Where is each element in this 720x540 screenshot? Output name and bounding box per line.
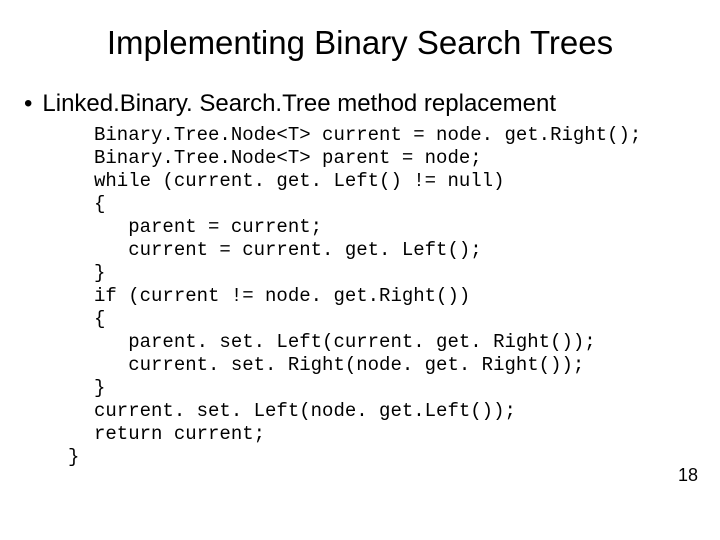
bullet-row: • Linked.Binary. Search.Tree method repl…: [36, 90, 684, 118]
bullet-text: Linked.Binary. Search.Tree method replac…: [42, 90, 556, 118]
code-block: Binary.Tree.Node<T> current = node. get.…: [94, 124, 684, 446]
page-number: 18: [678, 465, 698, 486]
bullet-marker: •: [24, 90, 32, 118]
code-closing-brace: }: [68, 446, 684, 469]
slide-title: Implementing Binary Search Trees: [36, 24, 684, 62]
slide: Implementing Binary Search Trees • Linke…: [0, 0, 720, 540]
